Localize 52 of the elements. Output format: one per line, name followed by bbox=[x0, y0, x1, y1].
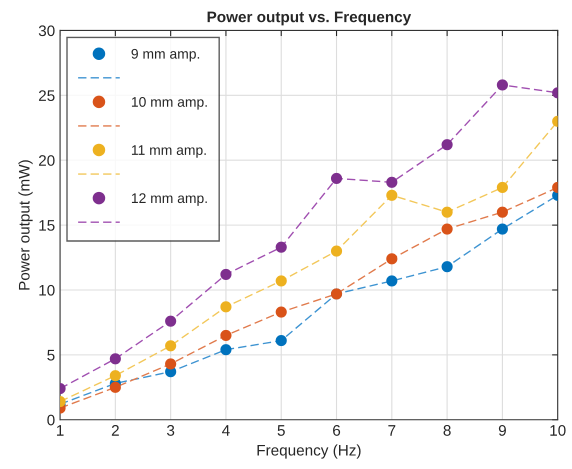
point bbox=[165, 358, 176, 370]
y-axis-title: Power output (mW) bbox=[18, 160, 33, 290]
legend-label: 12 mm amp. bbox=[132, 193, 207, 206]
point bbox=[496, 79, 508, 91]
legend-label: 10 mm amp. bbox=[132, 97, 207, 110]
point bbox=[110, 353, 121, 364]
x-tick-label: 9 bbox=[498, 425, 506, 436]
x-tick-label: 10 bbox=[550, 425, 566, 436]
x-tick-label: 5 bbox=[278, 425, 285, 436]
x-tick-label: 6 bbox=[333, 425, 340, 436]
point bbox=[330, 172, 342, 184]
point bbox=[276, 242, 287, 253]
point bbox=[220, 344, 232, 356]
y-tick-label: 30 bbox=[38, 25, 55, 36]
y-tick-label: 25 bbox=[38, 90, 55, 102]
point bbox=[442, 223, 453, 235]
point bbox=[386, 176, 398, 188]
point bbox=[165, 316, 176, 327]
x-tick-label: 4 bbox=[222, 425, 230, 436]
x-tick-label: 2 bbox=[112, 425, 119, 436]
y-tick-label: 5 bbox=[47, 350, 55, 361]
y-tick-label: 0 bbox=[47, 414, 55, 426]
y-tick-label: 20 bbox=[38, 155, 55, 166]
point bbox=[276, 275, 287, 286]
point bbox=[442, 261, 453, 272]
point bbox=[220, 330, 232, 341]
point bbox=[220, 301, 232, 312]
chart-title: Power output vs. Frequency bbox=[208, 12, 412, 26]
legend-label: 11 mm amp. bbox=[132, 145, 206, 158]
point bbox=[496, 182, 508, 194]
x-axis-title: Frequency (Hz) bbox=[258, 444, 361, 459]
point bbox=[386, 190, 398, 201]
x-tick-label: 8 bbox=[444, 425, 451, 436]
point bbox=[386, 275, 398, 286]
point bbox=[442, 139, 453, 150]
x-tick-label: 7 bbox=[388, 425, 396, 436]
x-tick-label: 3 bbox=[166, 425, 174, 436]
y-tick-label: 10 bbox=[39, 284, 55, 296]
point bbox=[330, 246, 342, 257]
point bbox=[276, 306, 287, 318]
point bbox=[110, 370, 121, 382]
y-tick-label: 15 bbox=[39, 220, 55, 231]
legend-label: 9 mm amp. bbox=[132, 48, 200, 62]
x-tick-label: 1 bbox=[56, 425, 64, 436]
point bbox=[276, 335, 287, 346]
point bbox=[165, 340, 176, 352]
point bbox=[220, 268, 232, 280]
point bbox=[496, 206, 508, 218]
point bbox=[442, 206, 453, 218]
point bbox=[386, 253, 398, 264]
point bbox=[496, 223, 508, 235]
point bbox=[110, 382, 121, 393]
